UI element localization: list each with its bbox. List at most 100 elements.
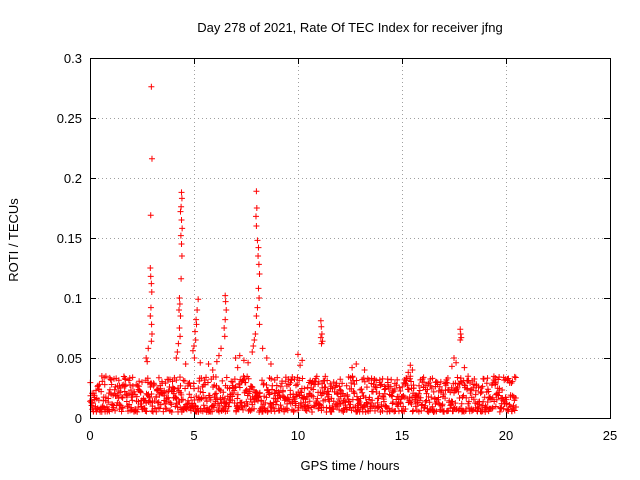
data-point — [195, 296, 202, 303]
data-point — [428, 394, 435, 401]
data-point — [179, 396, 186, 403]
data-point — [390, 399, 397, 406]
data-point — [423, 390, 430, 397]
data-point — [121, 383, 128, 390]
data-point — [309, 408, 316, 415]
x-tick-label: 25 — [603, 428, 617, 443]
data-point — [210, 404, 217, 411]
data-point — [324, 377, 331, 384]
data-point — [213, 358, 220, 365]
data-point — [511, 407, 518, 414]
data-point — [448, 363, 455, 370]
data-point — [426, 399, 433, 406]
data-point — [90, 408, 97, 415]
data-point — [457, 337, 464, 343]
y-tick-label: 0.2 — [64, 171, 82, 186]
data-point — [102, 373, 109, 380]
data-point — [236, 352, 243, 359]
data-point — [496, 385, 503, 392]
data-point — [172, 394, 179, 401]
data-point — [118, 393, 125, 400]
data-point — [182, 385, 189, 392]
data-point — [353, 393, 360, 400]
data-point — [456, 395, 463, 402]
data-point — [139, 379, 146, 386]
data-point — [109, 401, 116, 408]
data-point — [200, 402, 207, 409]
data-point — [301, 385, 308, 392]
data-point — [454, 384, 461, 391]
data-point — [249, 349, 256, 355]
data-point — [359, 389, 366, 396]
data-point — [503, 396, 510, 403]
data-point — [408, 378, 415, 385]
data-point — [262, 399, 269, 406]
data-point — [403, 375, 410, 382]
data-point — [330, 379, 337, 386]
plot-frame — [90, 58, 611, 419]
data-point — [448, 401, 455, 408]
data-point — [499, 386, 506, 393]
data-point — [173, 355, 180, 361]
data-point — [245, 375, 252, 382]
data-point — [231, 387, 238, 394]
data-point — [118, 408, 125, 415]
data-point — [504, 406, 511, 413]
data-point — [147, 212, 154, 219]
data-point — [190, 380, 197, 387]
data-point — [396, 384, 403, 391]
data-point — [329, 385, 336, 392]
data-point — [126, 375, 133, 382]
data-point — [336, 383, 343, 390]
data-point — [256, 321, 263, 328]
data-point — [472, 387, 479, 394]
data-point — [409, 367, 416, 373]
data-point — [367, 399, 374, 406]
data-point — [391, 385, 398, 392]
data-point — [336, 406, 343, 413]
data-point — [489, 404, 496, 411]
data-point — [277, 383, 284, 390]
data-point — [200, 381, 207, 388]
data-point — [147, 313, 154, 319]
data-point — [150, 380, 157, 387]
data-point — [267, 361, 274, 367]
data-point — [454, 374, 461, 381]
data-point — [344, 391, 351, 398]
data-point — [162, 380, 169, 387]
data-point — [379, 407, 386, 414]
data-point — [285, 376, 292, 383]
data-point — [336, 400, 343, 407]
data-point — [178, 195, 185, 202]
data-point — [186, 391, 193, 398]
data-point — [461, 364, 468, 371]
data-point — [92, 387, 99, 394]
data-point — [351, 390, 358, 397]
data-point — [219, 377, 226, 384]
data-point — [144, 358, 151, 365]
data-point — [361, 378, 368, 385]
data-point — [177, 374, 184, 381]
data-point — [255, 253, 262, 259]
data-point — [263, 394, 270, 401]
data-point — [436, 383, 443, 390]
data-point — [451, 355, 457, 361]
y-tick-label: 0.25 — [57, 111, 82, 126]
data-point — [409, 394, 416, 401]
data-point — [268, 375, 275, 382]
data-point — [356, 399, 363, 406]
data-point — [493, 396, 500, 403]
data-point — [195, 385, 202, 392]
data-point — [99, 378, 106, 385]
data-point — [512, 394, 519, 401]
data-point — [322, 384, 329, 391]
data-point — [288, 377, 295, 384]
data-point — [404, 382, 411, 389]
data-point — [153, 394, 160, 401]
data-point — [147, 273, 154, 280]
data-point — [418, 407, 425, 414]
data-point — [366, 394, 373, 401]
data-point — [229, 393, 236, 400]
data-point — [496, 408, 503, 415]
data-point — [119, 404, 126, 411]
